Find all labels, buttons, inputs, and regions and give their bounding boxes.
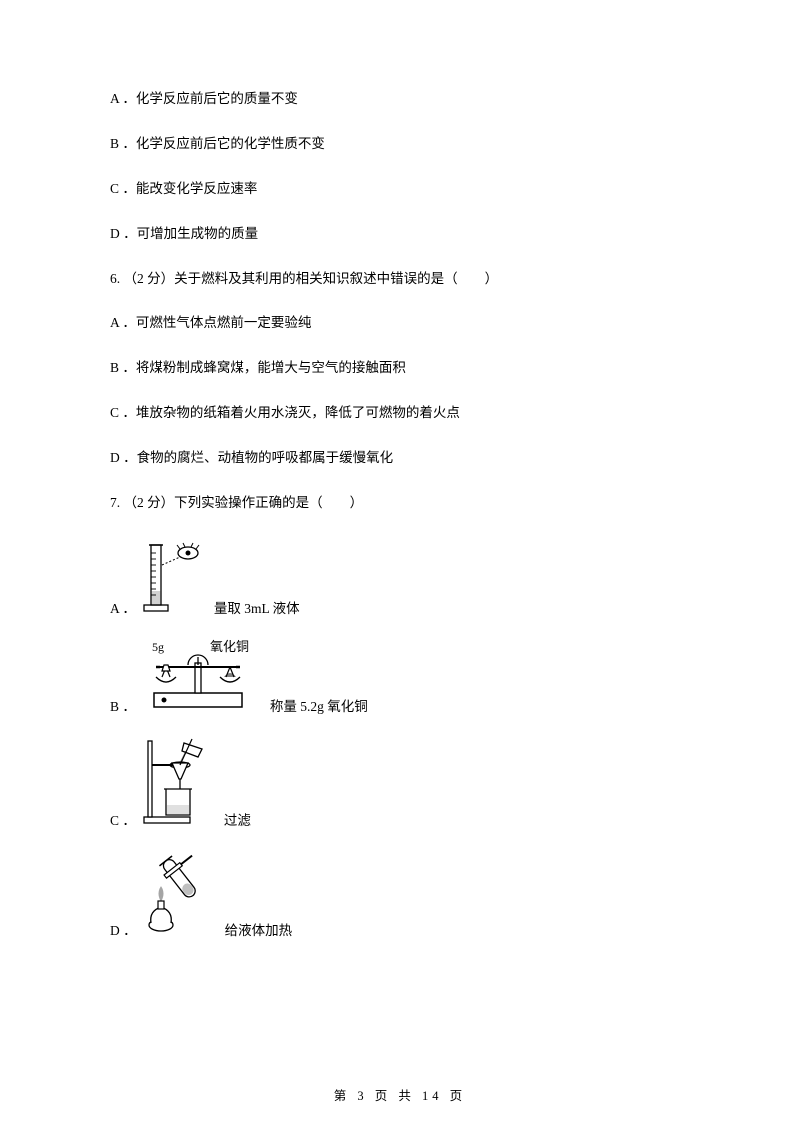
- opt-prev-c: C ．能改变化学反应速率: [110, 180, 690, 199]
- q6-opt-c: C ．堆放杂物的纸箱着火用水浇灭，降低了可燃物的着火点: [110, 404, 690, 423]
- q7-opt-d: D ．: [110, 849, 690, 941]
- balance-left-label: 5g: [152, 640, 164, 654]
- balance-scale-icon: 5g 氧化铜: [140, 637, 258, 717]
- filtration-icon: [140, 735, 212, 831]
- page-footer: 第 3 页 共 14 页: [0, 1085, 800, 1104]
- q7-opt-c: C ．: [110, 735, 690, 831]
- q7-a-letter: A ．: [110, 600, 136, 619]
- opt-prev-d: D ．可增加生成物的质量: [110, 225, 690, 244]
- q7-c-letter: C ．: [110, 812, 136, 831]
- heating-tube-icon: [141, 849, 213, 941]
- q7-c-text: 过滤: [224, 812, 251, 831]
- opt-prev-b: B ．化学反应前后它的化学性质不变: [110, 135, 690, 154]
- q7-b-letter: B ．: [110, 698, 136, 717]
- q6-stem: 6. （2 分）关于燃料及其利用的相关知识叙述中错误的是（ ）: [110, 270, 690, 289]
- q7-b-text: 称量 5.2g 氧化铜: [270, 698, 368, 717]
- q6-opt-a: A ．可燃性气体点燃前一定要验纯: [110, 314, 690, 333]
- q7-stem: 7. （2 分）下列实验操作正确的是（ ）: [110, 494, 690, 513]
- balance-right-label: 氧化铜: [210, 639, 249, 654]
- q6-opt-b: B ．将煤粉制成蜂窝煤，能增大与空气的接触面积: [110, 359, 690, 378]
- q7-opt-a: A ．: [110, 539, 690, 619]
- graduated-cylinder-icon: [140, 539, 202, 619]
- opt-prev-a: A ．化学反应前后它的质量不变: [110, 90, 690, 109]
- q7-d-letter: D ．: [110, 922, 137, 941]
- page-content: A ．化学反应前后它的质量不变 B ．化学反应前后它的化学性质不变 C ．能改变…: [0, 0, 800, 984]
- q6-opt-d: D ．食物的腐烂、动植物的呼吸都属于缓慢氧化: [110, 449, 690, 468]
- q7-a-text: 量取 3mL 液体: [214, 600, 300, 619]
- q7-opt-b: B ．: [110, 637, 690, 717]
- q7-d-text: 给液体加热: [225, 922, 293, 941]
